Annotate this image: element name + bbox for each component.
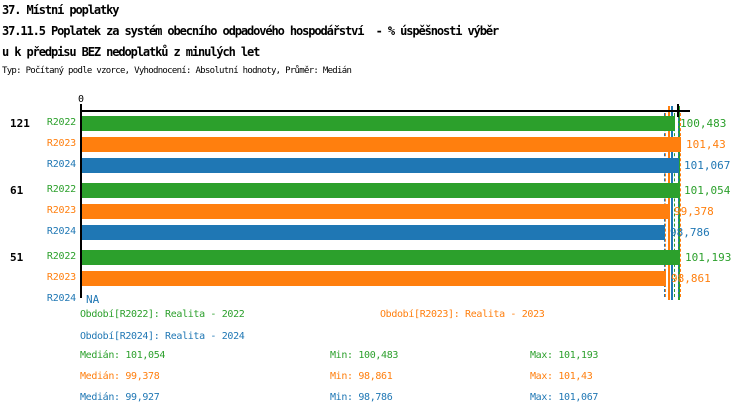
bar-value-label: 98,861 (671, 272, 711, 285)
chart-title-line-1: 37. Místní poplatky (2, 3, 119, 17)
chart-title-line-2: 37.11.5 Poplatek za systém obecního odpa… (2, 24, 499, 38)
bar-value-label: 101,43 (686, 138, 726, 151)
bar (82, 158, 679, 173)
stat-max-r2022: Max: 101,193 (530, 350, 599, 361)
bar (82, 204, 669, 219)
stat-min-r2024: Min: 98,786 (330, 392, 393, 403)
group-label: 51 (10, 251, 24, 264)
group-label: 121 (10, 117, 30, 130)
axis-max-tick (677, 104, 679, 117)
row-year-label: R2024 (46, 293, 76, 304)
legend-item-0: Období[R2022]: Realita - 2022 (80, 309, 245, 320)
axis-zero-label: 0 (77, 94, 85, 105)
bar-na-label: NA (86, 293, 100, 306)
median-line-r2023 (668, 106, 670, 300)
min-line-r2022 (674, 113, 675, 297)
bar (82, 183, 679, 198)
bar (82, 116, 675, 131)
stat-max-r2024: Max: 101,067 (530, 392, 599, 403)
stat-min-r2023: Min: 98,861 (330, 371, 393, 382)
legend-item-2: Období[R2024]: Realita - 2024 (80, 331, 245, 342)
max-line-r2024 (678, 113, 679, 297)
x-axis-line (80, 110, 690, 112)
bar-value-label: 101,054 (684, 184, 731, 197)
stat-min-r2022: Min: 100,483 (330, 350, 399, 361)
group-label: 61 (10, 184, 24, 197)
max-line-r2023 (680, 113, 681, 297)
chart-title-line-3: u k předpisu BEZ nedoplatků z minulých l… (2, 45, 260, 59)
stat-max-r2023: Max: 101,43 (530, 371, 593, 382)
row-year-label: R2022 (46, 117, 76, 128)
bar (82, 137, 681, 152)
legend-item-1: Období[R2023]: Realita - 2023 (380, 309, 545, 320)
bar-value-label: 101,193 (685, 251, 732, 264)
row-year-label: R2024 (46, 226, 76, 237)
row-year-label: R2024 (46, 159, 76, 170)
stat-median-r2023: Medián: 99,378 (80, 371, 160, 382)
bar (82, 271, 666, 286)
row-year-label: R2023 (46, 138, 76, 149)
chart-meta-line: Typ: Počítaný podle vzorce, Vyhodnocení:… (2, 66, 352, 76)
bar-value-label: 100,483 (680, 117, 727, 130)
bar-value-label: 99,378 (674, 205, 714, 218)
row-year-label: R2023 (46, 205, 76, 216)
median-line-r2022 (678, 106, 680, 300)
bar-value-label: 101,067 (684, 159, 731, 172)
bar (82, 250, 680, 265)
row-year-label: R2023 (46, 272, 76, 283)
y-axis-line (80, 104, 82, 298)
stat-median-r2022: Medián: 101,054 (80, 350, 166, 361)
bar (82, 225, 665, 240)
stat-median-r2024: Medián: 99,927 (80, 392, 160, 403)
bar-value-label: 98,786 (670, 226, 710, 239)
row-year-label: R2022 (46, 184, 76, 195)
median-line-r2024 (671, 106, 673, 300)
row-year-label: R2022 (46, 251, 76, 262)
